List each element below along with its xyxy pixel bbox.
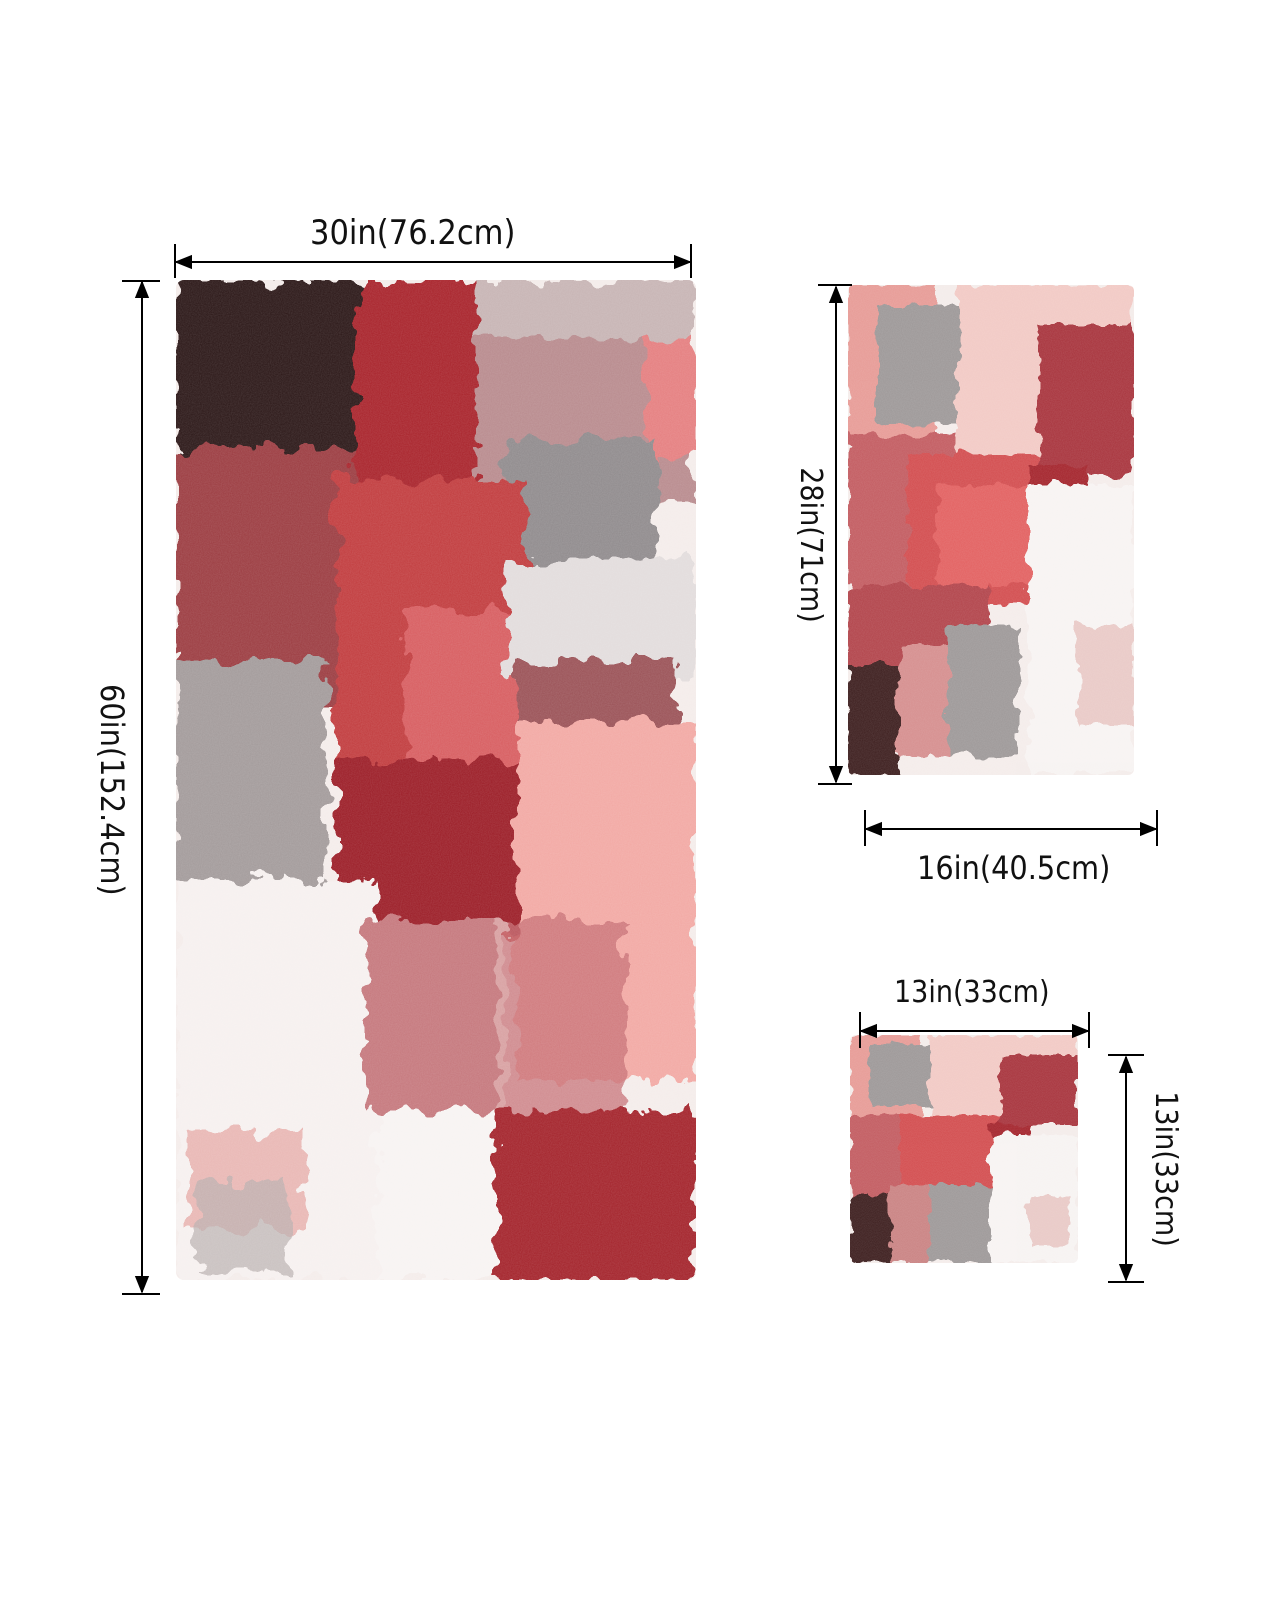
medium-rug-image — [848, 285, 1134, 775]
medium-width-label: 16in(40.5cm) — [917, 849, 1111, 887]
small-rug-image — [850, 1035, 1078, 1263]
medium-height-label: 28in(71cm) — [793, 467, 828, 623]
large-height-label: 60in(152.4cm) — [93, 684, 131, 896]
small-height-label: 13in(33cm) — [1148, 1091, 1183, 1247]
large-width-label: 30in(76.2cm) — [310, 213, 516, 253]
small-width-label: 13in(33cm) — [894, 975, 1050, 1010]
large-rug-image — [176, 280, 696, 1280]
